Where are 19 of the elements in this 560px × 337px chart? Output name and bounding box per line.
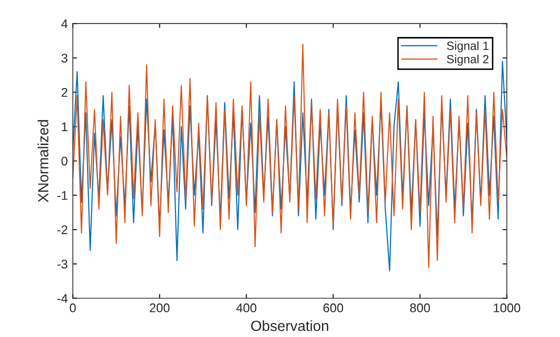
y-tick-label: -3 (57, 260, 68, 269)
x-tick-label: 800 (410, 303, 430, 312)
y-tick-label: 4 (61, 20, 68, 28)
y-tick-label: 3 (61, 54, 68, 63)
x-tick-label: 400 (236, 303, 256, 312)
y-tick-label: 1 (62, 122, 68, 132)
y-tick-label: -2 (57, 225, 68, 234)
legend-label: Signal 2 (446, 54, 488, 66)
x-axis-title: Observation (251, 320, 328, 332)
y-tick-label: -1 (57, 191, 68, 200)
x-tick-label: 200 (150, 303, 170, 312)
x-tick-label: 1000 (494, 303, 520, 312)
y-axis-title: XNormalized (38, 120, 48, 202)
y-tick-label: 0 (61, 156, 68, 166)
x-tick-label: 600 (323, 303, 344, 312)
y-tick-label: 2 (62, 88, 68, 97)
y-tick-label: -4 (57, 294, 68, 303)
x-tick-label: 0 (70, 303, 76, 312)
legend-label: Signal 1 (446, 41, 489, 52)
